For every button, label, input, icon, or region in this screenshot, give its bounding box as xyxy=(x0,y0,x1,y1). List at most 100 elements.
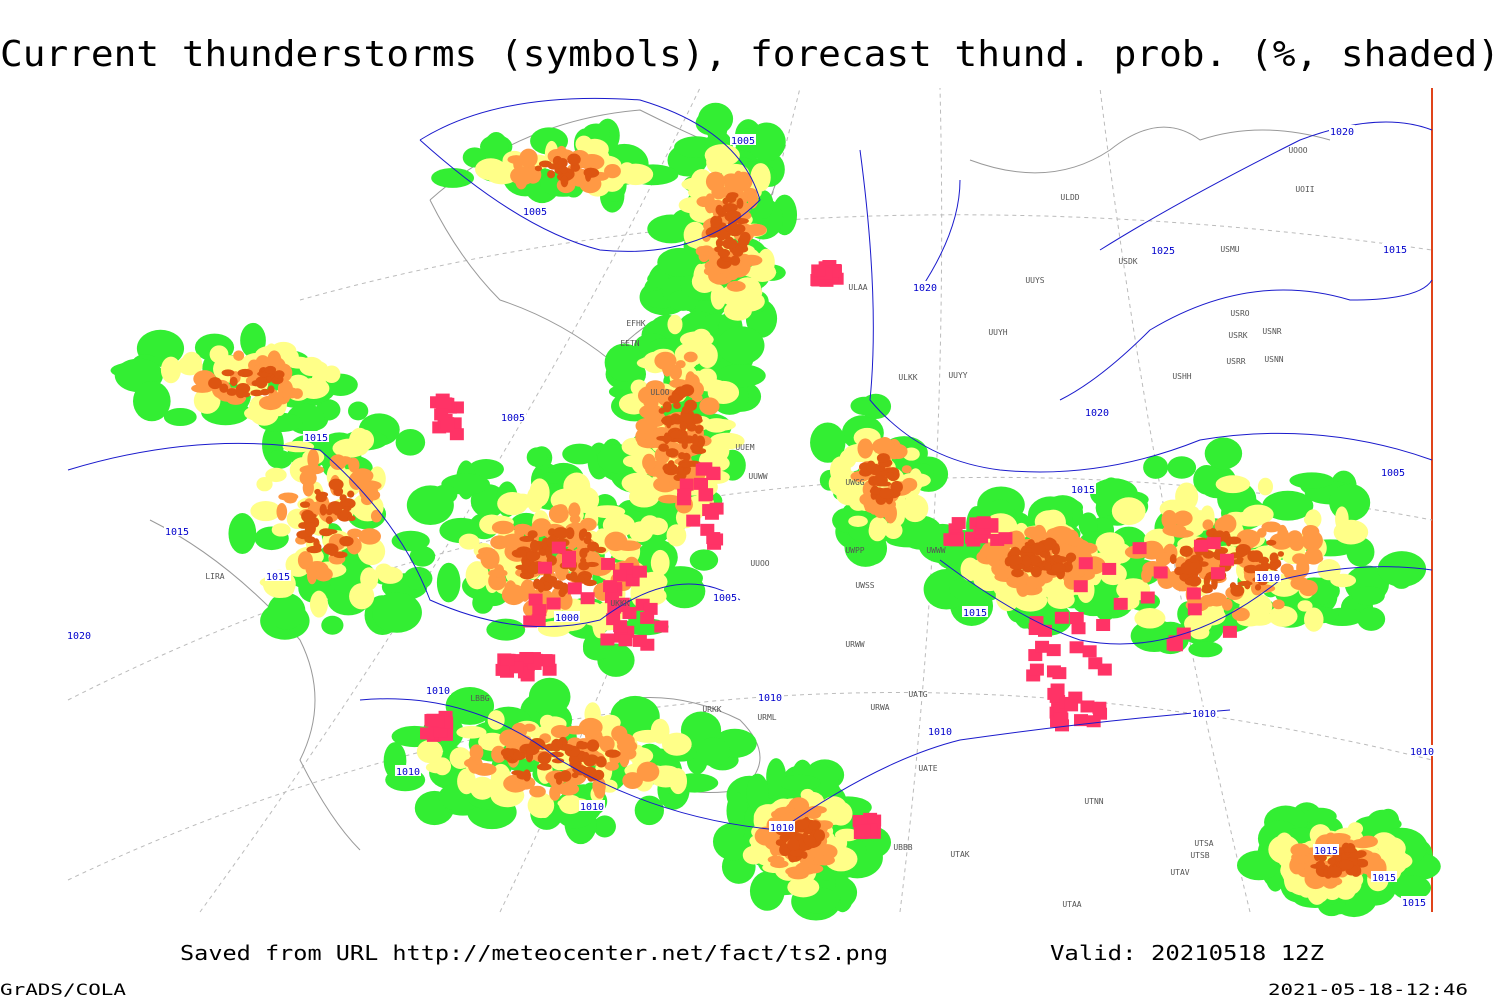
shading-cell xyxy=(328,550,336,557)
shading-cell xyxy=(642,453,656,472)
shading-cell xyxy=(1111,497,1146,526)
shading-cell xyxy=(696,368,717,387)
shading-cell xyxy=(794,819,810,830)
shading-cell xyxy=(657,247,703,277)
isobar-label-box xyxy=(1070,483,1096,494)
shading-cell xyxy=(358,528,381,545)
storm-symbol xyxy=(632,565,647,578)
shading-cell xyxy=(683,351,698,363)
shading-cell xyxy=(590,505,626,519)
shading-cell xyxy=(665,415,672,429)
isobar-label-box xyxy=(1329,125,1355,136)
shading-cell xyxy=(711,184,727,200)
shading-cell xyxy=(1274,832,1295,861)
shading-cell xyxy=(322,365,341,384)
shading-cell xyxy=(1289,537,1304,552)
station-label: USNR xyxy=(1262,327,1281,336)
shading-cell xyxy=(1030,566,1042,578)
shading-cell xyxy=(1214,517,1232,534)
shading-cell xyxy=(696,196,713,208)
shading-cell xyxy=(1231,607,1250,622)
shading-cell xyxy=(662,463,678,473)
shading-cell xyxy=(1303,513,1319,526)
storm-symbol xyxy=(1168,639,1183,652)
shading-cell xyxy=(1010,546,1021,558)
storm-symbol xyxy=(546,597,561,610)
shading-cell xyxy=(789,849,805,857)
shading-cell xyxy=(264,365,277,374)
shading-cell xyxy=(647,517,668,536)
shading-cell xyxy=(315,492,327,503)
shading-cell xyxy=(901,477,918,492)
shading-cell xyxy=(549,751,564,758)
storm-symbol xyxy=(693,477,708,490)
storm-symbol xyxy=(1074,714,1089,727)
isobar-label-box xyxy=(1409,745,1435,756)
shading-cell xyxy=(357,537,386,566)
station-label: UKKK xyxy=(610,599,629,608)
station-label: UBBB xyxy=(893,843,912,852)
shading-cell xyxy=(1277,551,1285,557)
shading-cell xyxy=(416,739,443,764)
storm-symbol xyxy=(704,507,719,520)
title: Current thunderstorms (symbols), forecas… xyxy=(0,34,1500,75)
shading-cell xyxy=(1237,581,1253,587)
station-label: USRK xyxy=(1228,331,1247,340)
storm-symbol xyxy=(1193,539,1208,552)
shading-cell xyxy=(599,714,621,731)
storm-symbol xyxy=(706,466,721,479)
shading-cell xyxy=(1327,832,1351,843)
shading-cell xyxy=(528,677,571,716)
shading-cell xyxy=(1180,546,1188,553)
shading-cell xyxy=(1134,607,1166,629)
shading-cell xyxy=(739,260,751,274)
isobar-label: 1010 xyxy=(758,693,782,704)
shading-cell xyxy=(529,539,540,553)
shading-cell xyxy=(673,401,681,410)
shading-cell xyxy=(297,551,313,570)
station-label: UATG xyxy=(908,690,927,699)
shading-cell xyxy=(1234,510,1269,527)
shading-cell xyxy=(458,533,480,550)
shading-cell xyxy=(800,851,808,859)
isobar-label: 1005 xyxy=(523,207,547,218)
shading-cell xyxy=(313,538,320,550)
shading-cell xyxy=(250,500,282,522)
shading-cell xyxy=(219,383,229,393)
shading-cell xyxy=(604,163,621,179)
shading-cell xyxy=(456,725,487,739)
shading-cell xyxy=(1317,559,1341,581)
storm-symbol xyxy=(1035,640,1050,653)
shading-cell xyxy=(1330,573,1357,588)
shading-cell xyxy=(681,440,688,450)
isobar-label-box xyxy=(554,611,580,622)
station-label: LIRA xyxy=(205,572,224,581)
shading-cell xyxy=(638,479,653,496)
shading-cell xyxy=(602,513,635,538)
shading-cell xyxy=(661,732,692,756)
shading-cell xyxy=(1289,472,1334,489)
station-label: UWGG xyxy=(845,478,864,487)
shading-cell xyxy=(544,575,558,583)
shading-cell xyxy=(669,364,682,381)
station-label: USRO xyxy=(1230,309,1249,318)
shading-cell xyxy=(1290,855,1314,864)
shading-cell xyxy=(605,749,617,756)
shading-cell xyxy=(707,380,740,405)
shading-cell xyxy=(647,411,666,427)
shading-cell xyxy=(787,838,800,852)
isobar-label: 1015 xyxy=(1314,846,1338,857)
shading-cell xyxy=(500,748,514,758)
shading-cell xyxy=(712,822,753,861)
storm-symbol xyxy=(1078,557,1093,570)
shading-cell xyxy=(787,876,820,898)
shading-cell xyxy=(550,725,571,739)
station-label: UOII xyxy=(1295,185,1314,194)
shading-cell xyxy=(551,758,565,764)
shading-cell xyxy=(877,437,893,451)
shading-cell xyxy=(519,148,538,168)
shading-cell xyxy=(299,470,317,487)
storm-symbol xyxy=(495,663,510,676)
storm-symbol xyxy=(603,580,618,593)
storm-symbol xyxy=(551,541,566,554)
